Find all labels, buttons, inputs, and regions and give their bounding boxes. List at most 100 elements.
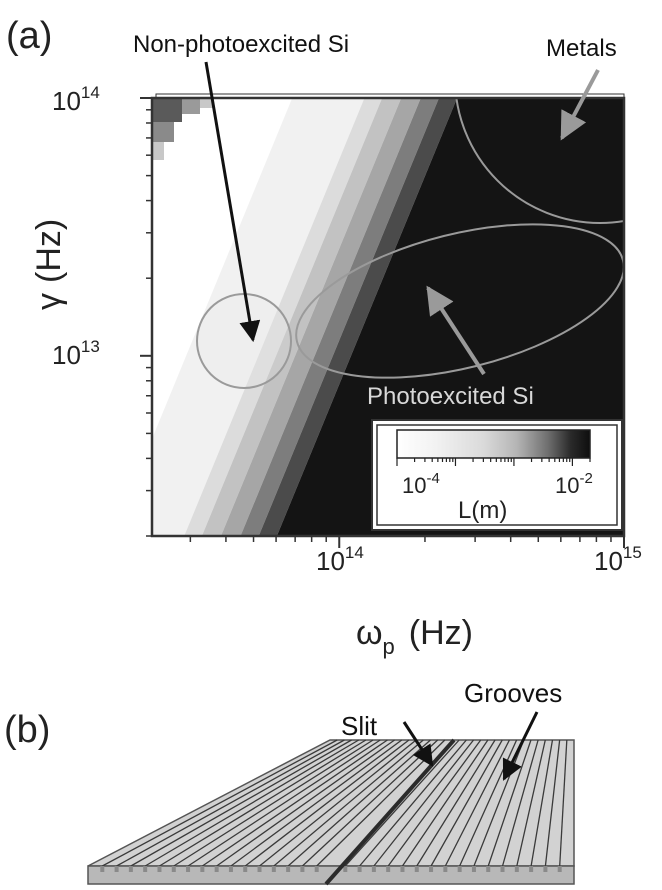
heatmap-corner-step-5: [200, 98, 214, 108]
groove-notch: [371, 866, 376, 872]
arrow-non-photoexcited: [204, 61, 261, 343]
label-metals: Metals: [546, 35, 617, 62]
colorbar-high-exponent: -2: [579, 470, 592, 487]
label-grooves: Grooves: [464, 678, 562, 708]
groove-notch: [186, 866, 191, 872]
arrow-grooves: [502, 711, 539, 781]
label-photoexcited-si: Photoexcited Si: [367, 383, 534, 410]
heatmap-band-2: [152, 98, 365, 536]
groove-notch: [357, 866, 362, 872]
x-axis-unit: (Hz): [409, 614, 473, 652]
x-tick-label-1e15: 1015: [594, 543, 642, 576]
colorbar-legend: 10-4 10-2 L(m): [371, 419, 623, 531]
metals-region: [455, 98, 624, 224]
groove-line: [544, 739, 561, 867]
colorbar-ticks: [396, 458, 591, 466]
groove-line: [359, 739, 467, 867]
groove-line: [130, 739, 352, 867]
groove-notch: [443, 866, 448, 872]
device-front-face: [87, 865, 575, 885]
x-axis-symbol: ω: [356, 614, 383, 652]
arrow-metals: [560, 69, 600, 141]
groove-array: [100, 739, 568, 872]
device-drawing: [87, 738, 575, 886]
groove-notch: [271, 866, 276, 872]
y-tick-1e13-exponent: 13: [81, 337, 100, 356]
groove-line: [344, 739, 460, 867]
groove-notch: [543, 866, 548, 872]
groove-notch: [557, 866, 562, 872]
arrow-slit: [402, 721, 434, 767]
groove-line: [430, 739, 503, 867]
heatmap-corner-step-3: [182, 98, 200, 114]
groove-line: [444, 739, 510, 867]
x-axis-label: ωp (Hz): [356, 614, 473, 659]
groove-notch: [128, 866, 133, 872]
y-tick-1e14-exponent: 14: [81, 83, 100, 102]
heatmap-band-6: [240, 98, 439, 536]
groove-notch: [300, 866, 305, 872]
groove-line: [244, 739, 410, 867]
groove-line: [230, 739, 403, 867]
groove-notch: [143, 866, 148, 872]
colorbar-tick-label-low: 10-4: [402, 470, 440, 498]
groove-line: [216, 739, 395, 867]
x-tick-1e15-mantissa: 10: [594, 546, 623, 576]
x-tick-1e14-exponent: 14: [345, 543, 364, 562]
device-top-surface: [87, 739, 575, 867]
groove-notch: [171, 866, 176, 872]
non-photoexcited-region: [196, 293, 292, 389]
groove-line: [144, 739, 360, 867]
groove-notch: [114, 866, 119, 872]
groove-line: [530, 739, 554, 867]
y-axis-unit: (Hz): [30, 219, 68, 283]
groove-line: [201, 739, 388, 867]
x-tick-label-1e14: 1014: [316, 543, 364, 576]
groove-line: [173, 739, 374, 867]
groove-notch: [286, 866, 291, 872]
groove-line: [101, 739, 338, 867]
groove-line: [559, 739, 568, 867]
groove-notch: [257, 866, 262, 872]
x-tick-1e15-exponent: 15: [623, 543, 642, 562]
groove-line: [501, 739, 539, 867]
heatmap-corner-step-4: [152, 142, 164, 160]
groove-notch: [100, 866, 105, 872]
groove-notch: [500, 866, 505, 872]
colorbar-high-mantissa: 10: [555, 473, 579, 498]
panel-b-label: (b): [4, 709, 50, 751]
groove-line: [187, 739, 381, 867]
y-tick-1e13-mantissa: 10: [52, 340, 81, 370]
groove-notch: [314, 866, 319, 872]
groove-notch: [457, 866, 462, 872]
colorbar-tick-label-high: 10-2: [555, 470, 593, 498]
groove-notch: [400, 866, 405, 872]
groove-line: [416, 739, 496, 867]
groove-notch: [486, 866, 491, 872]
groove-line: [516, 739, 546, 867]
groove-notch: [414, 866, 419, 872]
colorbar-gradient: [396, 429, 591, 459]
groove-notch: [343, 866, 348, 872]
label-slit: Slit: [341, 711, 378, 741]
label-non-photoexcited-si: Non-photoexcited Si: [133, 31, 349, 58]
heatmap-band-5: [220, 98, 421, 536]
groove-line: [287, 739, 431, 867]
groove-line: [259, 739, 417, 867]
groove-notch: [228, 866, 233, 872]
groove-line: [116, 739, 345, 867]
groove-notch: [529, 866, 534, 872]
groove-line: [373, 739, 475, 867]
groove-notch: [243, 866, 248, 872]
groove-notch: [514, 866, 519, 872]
y-axis-label: γ (Hz): [30, 219, 68, 310]
colorbar-low-mantissa: 10: [402, 473, 426, 498]
groove-notch: [471, 866, 476, 872]
plot-frame-inner: [155, 93, 625, 99]
x-tick-1e14-mantissa: 10: [316, 546, 345, 576]
groove-line: [387, 739, 482, 867]
y-tick-label-1e13: 1013: [52, 337, 100, 370]
colorbar-low-exponent: -4: [426, 470, 439, 487]
groove-notch: [214, 866, 219, 872]
groove-notch: [386, 866, 391, 872]
